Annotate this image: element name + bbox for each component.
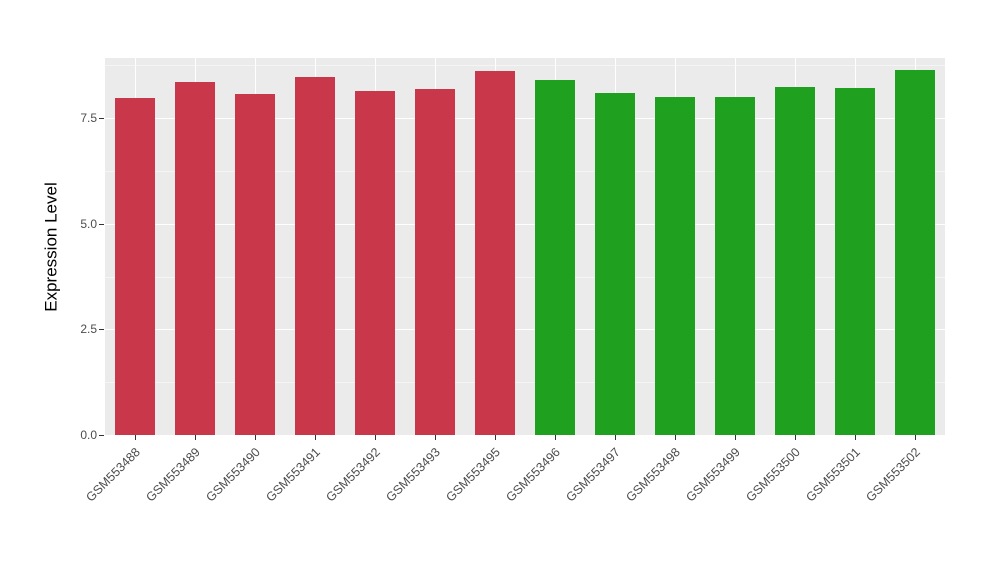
x-tick-mark bbox=[914, 435, 916, 440]
x-tick-mark bbox=[854, 435, 856, 440]
major-gridline bbox=[105, 118, 945, 120]
x-tick-label: GSM553490 bbox=[203, 445, 263, 505]
x-tick-mark bbox=[314, 435, 316, 440]
x-tick-label: GSM553497 bbox=[563, 445, 623, 505]
minor-gridline bbox=[105, 170, 945, 172]
y-axis-title: Expression Level bbox=[42, 181, 61, 312]
x-tick-mark bbox=[614, 435, 616, 440]
major-gridline bbox=[105, 329, 945, 331]
x-tick-label: GSM553493 bbox=[383, 445, 443, 505]
minor-gridline bbox=[105, 276, 945, 278]
x-tick-mark bbox=[194, 435, 196, 440]
bar-gsm553491 bbox=[295, 76, 335, 435]
bar-gsm553488 bbox=[115, 98, 155, 435]
x-tick-label: GSM553488 bbox=[83, 445, 143, 505]
x-tick-label: GSM553498 bbox=[623, 445, 683, 505]
y-tick-mark bbox=[99, 329, 104, 331]
x-tick-mark bbox=[494, 435, 496, 440]
y-tick-label: 5.0 bbox=[80, 216, 97, 231]
x-tick-label: GSM553502 bbox=[863, 445, 923, 505]
x-tick-label: GSM553501 bbox=[803, 445, 863, 505]
bar-gsm553500 bbox=[775, 86, 815, 435]
y-tick-mark bbox=[99, 223, 104, 225]
bar-gsm553495 bbox=[475, 70, 515, 435]
bar-gsm553498 bbox=[655, 96, 695, 435]
plot-panel bbox=[105, 58, 945, 436]
bar-gsm553497 bbox=[595, 92, 635, 435]
bar-gsm553489 bbox=[175, 81, 215, 435]
bar-gsm553490 bbox=[235, 93, 275, 435]
y-tick-mark bbox=[99, 435, 104, 436]
y-tick-label: 2.5 bbox=[80, 322, 97, 337]
x-tick-label: GSM553496 bbox=[503, 445, 563, 505]
minor-gridline bbox=[105, 65, 945, 67]
x-tick-mark bbox=[794, 435, 796, 440]
x-tick-label: GSM553492 bbox=[323, 445, 383, 505]
x-tick-label: GSM553500 bbox=[743, 445, 803, 505]
bar-gsm553502 bbox=[895, 69, 935, 435]
x-tick-mark bbox=[554, 435, 556, 440]
x-tick-label: GSM553489 bbox=[143, 445, 203, 505]
major-gridline bbox=[105, 435, 945, 436]
bar-gsm553496 bbox=[535, 79, 575, 435]
y-tick-label: 7.5 bbox=[80, 111, 97, 126]
x-tick-label: GSM553491 bbox=[263, 445, 323, 505]
y-tick-label: 0.0 bbox=[80, 428, 97, 442]
x-tick-mark bbox=[674, 435, 676, 440]
bar-gsm553492 bbox=[355, 91, 395, 435]
x-tick-mark bbox=[734, 435, 736, 440]
bar-gsm553493 bbox=[415, 89, 455, 435]
major-gridline bbox=[105, 223, 945, 225]
x-tick-mark bbox=[254, 435, 256, 440]
x-tick-label: GSM553495 bbox=[443, 445, 503, 505]
x-tick-mark bbox=[434, 435, 436, 440]
x-tick-label: GSM553499 bbox=[683, 445, 743, 505]
y-tick-mark bbox=[99, 118, 104, 120]
x-tick-mark bbox=[374, 435, 376, 440]
x-tick-mark bbox=[134, 435, 136, 440]
bar-gsm553499 bbox=[715, 96, 755, 435]
minor-gridline bbox=[105, 382, 945, 384]
bar-gsm553501 bbox=[835, 88, 875, 435]
